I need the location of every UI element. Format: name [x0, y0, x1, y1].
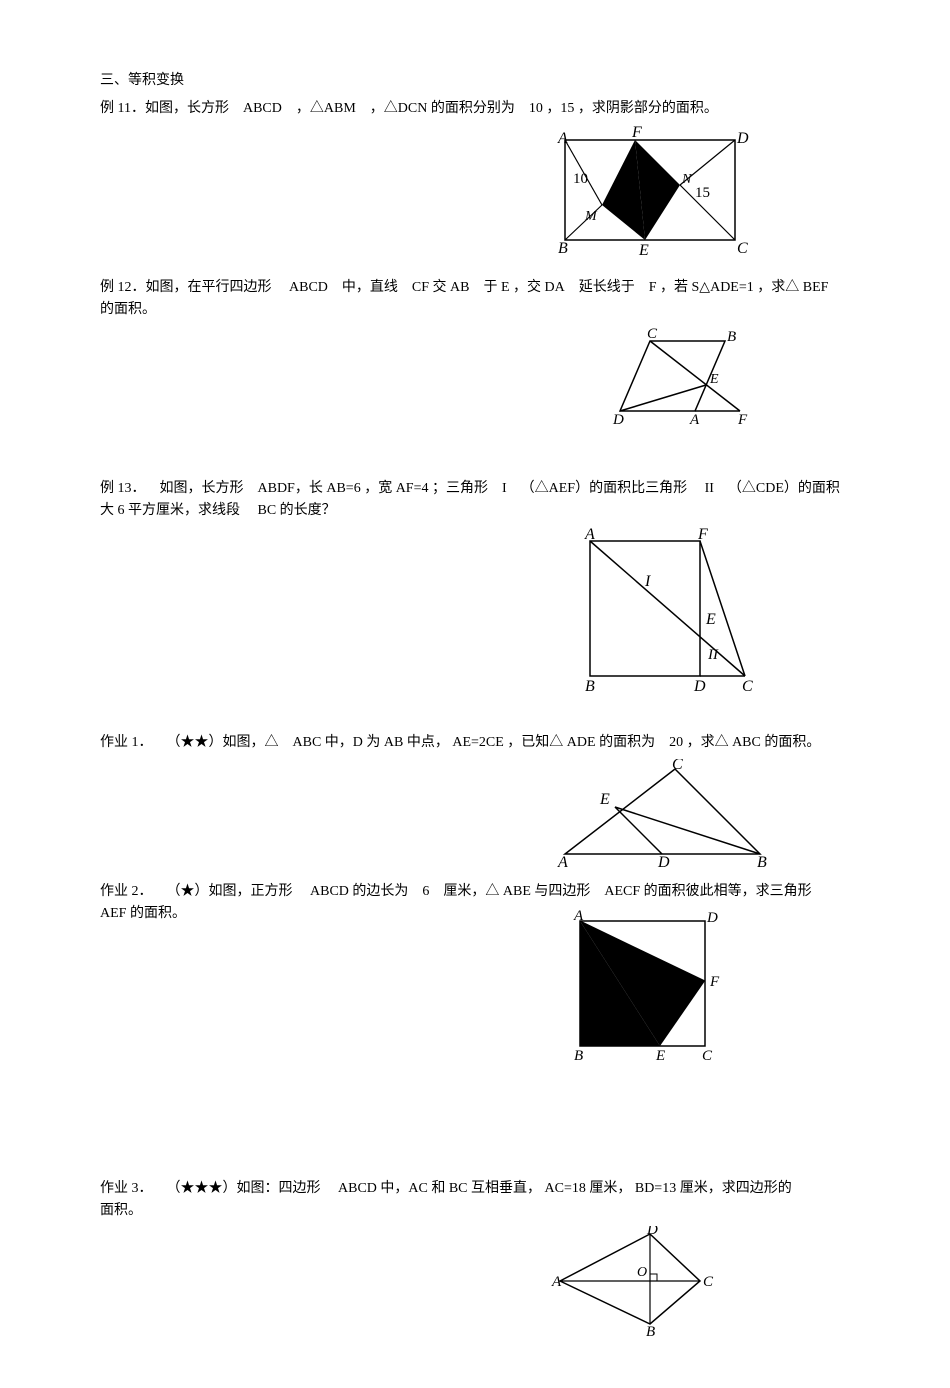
label-C: C [672, 759, 683, 773]
label-A: A [557, 854, 568, 869]
label-D: D [706, 910, 718, 926]
label-E: E [709, 372, 719, 387]
label-B: B [727, 329, 736, 345]
label-A: A [557, 130, 568, 147]
homework-3: 作业 3． （★★★）如图：四边形 ABCD 中，AC 和 BC 互相垂直， A… [100, 1178, 850, 1337]
label-E: E [638, 242, 649, 259]
homework-2-text-1: 作业 2． （★）如图，正方形 ABCD 的边长为 6 厘米，△ ABE 与四边… [100, 881, 850, 903]
section-title: 三、等积变换 [100, 70, 850, 92]
example-13: 例 13． 如图，长方形 ABDF，长 AB=6 ，宽 AF=4 ；三角形 I … [100, 478, 850, 697]
label-B: B [585, 678, 595, 695]
label-D: D [657, 854, 670, 869]
label-E: E [655, 1048, 665, 1064]
label-F: F [697, 526, 708, 543]
homework-2: 作业 2． （★）如图，正方形 ABCD 的边长为 6 厘米，△ ABE 与四边… [100, 881, 850, 1066]
example-11: 例 11．如图，长方形 ABCD ，△ABM ，△DCN 的面积分别为 10 ，… [100, 98, 850, 264]
example-12-figure: C B E D A F [100, 326, 850, 426]
label-F: F [631, 125, 642, 141]
example-12-text-1: 例 12．如图，在平行四边形 ABCD 中，直线 CF 交 AB 于 E ，交 … [100, 277, 850, 299]
example-12-text-2: 的面积。 [100, 299, 850, 321]
label-I: I [644, 573, 651, 590]
label-D: D [736, 130, 749, 147]
label-B: B [558, 240, 568, 257]
label-II: II [707, 647, 719, 663]
homework-3-text-2: 面积。 [100, 1200, 850, 1222]
label-D: D [612, 412, 624, 426]
label-D: D [693, 678, 706, 695]
example-11-figure: A F D B E C M N 10 15 [100, 125, 850, 265]
homework-3-text-1: 作业 3． （★★★）如图：四边形 ABCD 中，AC 和 BC 互相垂直， A… [100, 1178, 850, 1200]
label-D: D [646, 1226, 658, 1238]
label-F: F [709, 974, 720, 990]
label-C: C [737, 240, 748, 257]
example-13-text-2: 大 6 平方厘米，求线段 BC 的长度？ [100, 500, 850, 522]
num-15: 15 [695, 185, 710, 201]
label-E: E [705, 611, 716, 628]
num-10: 10 [573, 171, 588, 187]
label-F: F [737, 412, 748, 426]
homework-1-text: 作业 1． （★★）如图，△ ABC 中，D 为 AB 中点， AE=2CE ，… [100, 732, 850, 754]
label-B: B [646, 1324, 655, 1336]
label-A: A [551, 1274, 562, 1290]
example-12: 例 12．如图，在平行四边形 ABCD 中，直线 CF 交 AB 于 E ，交 … [100, 277, 850, 426]
label-A: A [689, 412, 700, 426]
example-13-text-1: 例 13． 如图，长方形 ABDF，长 AB=6 ，宽 AF=4 ；三角形 I … [100, 478, 850, 500]
example-11-text: 例 11．如图，长方形 ABCD ，△ABM ，△DCN 的面积分别为 10 ，… [100, 98, 850, 120]
homework-1: 作业 1． （★★）如图，△ ABC 中，D 为 AB 中点， AE=2CE ，… [100, 732, 850, 868]
label-C: C [703, 1274, 714, 1290]
label-C: C [742, 678, 753, 695]
label-O: O [637, 1265, 647, 1280]
label-C: C [702, 1048, 713, 1064]
example-13-figure: A F B D C E I II [100, 526, 850, 696]
homework-3-figure: A C D B O [100, 1226, 850, 1336]
label-A: A [573, 908, 584, 924]
label-B: B [757, 854, 767, 869]
label-C: C [647, 326, 658, 342]
label-E: E [599, 791, 610, 808]
label-M: M [584, 209, 598, 224]
homework-2-figure: A D B C E F [100, 906, 850, 1066]
label-N: N [681, 172, 692, 187]
label-A: A [584, 526, 595, 543]
homework-1-figure: A B C D E [100, 759, 850, 869]
label-B: B [574, 1048, 583, 1064]
